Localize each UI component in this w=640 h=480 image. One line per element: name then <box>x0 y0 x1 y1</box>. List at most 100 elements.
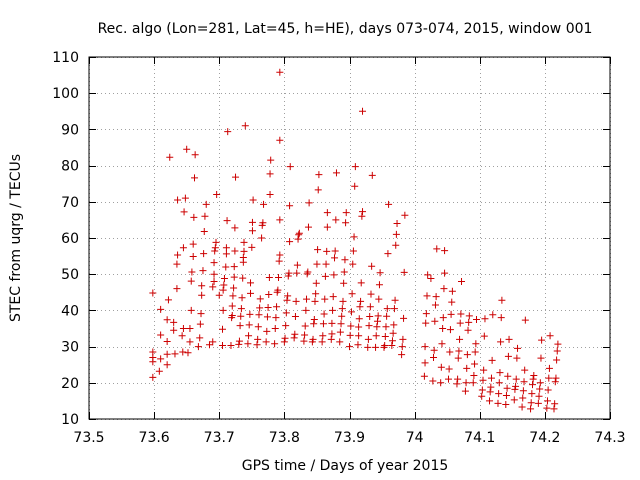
data-point <box>494 399 502 407</box>
data-point <box>286 238 294 246</box>
data-point <box>529 375 537 383</box>
data-point <box>181 194 189 202</box>
data-point <box>229 292 237 300</box>
data-point <box>384 250 392 258</box>
data-point <box>245 332 253 340</box>
data-point <box>529 381 537 389</box>
data-point <box>439 314 447 322</box>
x-tick-label: 73.6 <box>139 430 170 446</box>
data-point <box>329 306 337 314</box>
data-point <box>258 234 266 242</box>
data-point <box>527 405 535 413</box>
data-point <box>212 238 220 246</box>
data-point <box>186 338 194 346</box>
data-point <box>300 337 308 345</box>
data-point <box>291 330 299 338</box>
data-point <box>550 405 558 413</box>
data-point <box>284 292 292 300</box>
data-point <box>456 335 464 343</box>
data-point <box>355 323 363 331</box>
data-point <box>247 279 255 287</box>
data-point <box>239 254 247 262</box>
data-point <box>364 335 372 343</box>
data-point <box>164 296 172 304</box>
data-point <box>220 281 228 289</box>
data-point <box>481 315 489 323</box>
data-point <box>385 200 393 208</box>
data-point <box>519 387 527 395</box>
data-point <box>236 322 244 330</box>
data-point <box>505 335 513 343</box>
data-point <box>392 241 400 249</box>
data-point <box>170 326 178 334</box>
data-point <box>502 401 510 409</box>
data-point <box>545 364 553 372</box>
data-point <box>471 360 479 368</box>
data-point <box>256 304 264 312</box>
data-point <box>301 322 309 330</box>
data-point <box>454 375 462 383</box>
data-point <box>448 298 456 306</box>
data-point <box>447 310 455 318</box>
data-point <box>205 341 213 349</box>
data-point <box>553 356 561 364</box>
data-point <box>248 243 256 251</box>
data-point <box>157 331 165 339</box>
data-point <box>163 316 171 324</box>
data-point <box>329 293 337 301</box>
data-point <box>366 303 374 311</box>
data-point <box>186 325 194 332</box>
data-point <box>332 216 340 224</box>
data-point <box>254 335 262 343</box>
data-point <box>357 279 365 287</box>
data-point <box>390 305 398 313</box>
data-point <box>171 350 179 358</box>
data-point <box>374 312 382 320</box>
data-point <box>463 351 471 359</box>
data-point <box>431 301 439 309</box>
data-point <box>311 297 319 305</box>
data-point <box>247 289 255 297</box>
data-point <box>472 315 480 323</box>
data-point <box>470 372 478 380</box>
data-point <box>274 286 282 294</box>
y-tick-label: 20 <box>61 376 79 392</box>
y-tick-label: 90 <box>61 122 79 138</box>
data-point <box>235 340 243 348</box>
data-point <box>446 326 454 334</box>
data-point <box>498 296 506 304</box>
data-point <box>276 251 284 259</box>
data-point <box>359 107 367 115</box>
data-point <box>259 219 267 227</box>
data-point <box>199 267 207 275</box>
data-point <box>276 216 284 224</box>
data-point <box>462 379 470 387</box>
data-point <box>281 334 289 342</box>
data-point <box>309 335 317 343</box>
data-point <box>219 306 227 314</box>
data-point <box>276 68 284 76</box>
data-point <box>189 240 197 248</box>
data-point <box>479 376 487 384</box>
data-point <box>314 246 322 254</box>
data-point <box>224 128 232 136</box>
data-point <box>511 385 519 393</box>
data-point <box>441 247 449 255</box>
data-point <box>465 318 473 326</box>
x-tick-label: 74.1 <box>464 430 495 446</box>
data-point <box>187 306 195 314</box>
data-point <box>222 263 230 271</box>
data-point <box>349 247 357 255</box>
data-point <box>209 338 217 346</box>
data-point <box>184 349 192 357</box>
data-point <box>157 355 165 363</box>
data-point <box>271 340 279 348</box>
y-tick-labels: 10 20 30 40 50 60 70 80 90 100 110 <box>52 50 79 428</box>
data-point <box>318 338 326 346</box>
data-point <box>321 272 329 280</box>
y-tick-label: 110 <box>52 50 79 66</box>
data-point <box>273 303 281 311</box>
data-point <box>421 343 429 351</box>
data-point <box>188 268 196 276</box>
